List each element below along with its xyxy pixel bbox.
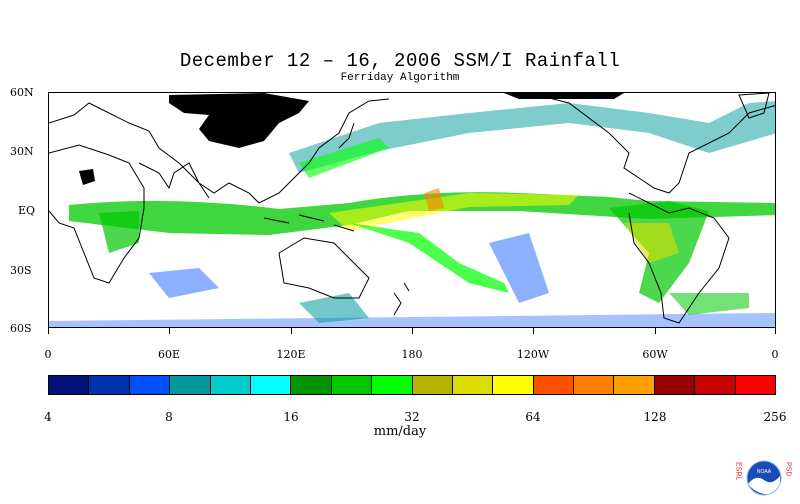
lon-tick-180	[412, 328, 413, 334]
rainfall-map	[48, 92, 776, 328]
lon-label-120e: 120E	[276, 348, 306, 361]
colorbar-swatch	[331, 376, 373, 394]
lon-label-180: 180	[401, 348, 423, 361]
colorbar-swatch	[533, 376, 575, 394]
noaa-logo-icon: ESRL PSD NOAA	[735, 460, 792, 496]
lat-label-30n: 30N	[10, 145, 34, 158]
colorbar	[48, 375, 776, 395]
colorbar-label-8: 8	[165, 410, 173, 424]
colorbar-swatch	[695, 376, 736, 394]
colorbar-swatch	[493, 376, 534, 394]
logo-center-text: NOAA	[757, 469, 772, 475]
colorbar-swatch	[170, 376, 211, 394]
colorbar-swatch	[574, 376, 615, 394]
colorbar-swatch	[210, 376, 251, 394]
lon-label-60w: 60W	[642, 348, 668, 361]
colorbar-label-256: 256	[763, 410, 787, 424]
colorbar-swatch	[291, 376, 332, 394]
lon-tick-120w	[533, 328, 534, 334]
colorbar-swatch	[614, 376, 655, 394]
colorbar-label-128: 128	[643, 410, 667, 424]
chart-subtitle: Ferriday Algorithm	[340, 72, 460, 84]
lon-label-120w: 120W	[516, 348, 550, 361]
coastlines	[49, 93, 775, 324]
colorbar-swatch	[654, 376, 696, 394]
colorbar-label-4: 4	[44, 410, 52, 424]
colorbar-swatch	[250, 376, 292, 394]
lon-tick-0	[48, 328, 49, 334]
lat-label-30s: 30S	[10, 264, 32, 277]
rainfall-map-svg	[49, 93, 775, 327]
chart-title: December 12 – 16, 2006 SSM/I Rainfall	[179, 50, 621, 72]
logo-left-text: ESRL	[736, 462, 742, 480]
colorbar-label-32: 32	[404, 410, 420, 424]
colorbar-swatch	[49, 376, 90, 394]
lon-tick-60w	[655, 328, 656, 334]
colorbar-swatch	[412, 376, 453, 394]
logo-right-text: PSD	[785, 462, 792, 476]
colorbar-swatch	[89, 376, 130, 394]
rainfall-bands	[49, 101, 775, 327]
colorbar-swatch	[452, 376, 494, 394]
lon-tick-0-right	[775, 328, 776, 334]
noaa-logo: ESRL PSD NOAA	[735, 456, 792, 500]
colorbar-swatch	[372, 376, 413, 394]
lon-label-60e: 60E	[157, 348, 181, 361]
lon-label-0-right: 0	[771, 348, 779, 361]
colorbar-unit: mm/day	[373, 424, 427, 439]
colorbar-label-16: 16	[283, 410, 299, 424]
lat-label-60s: 60S	[10, 322, 32, 335]
colorbar-swatch	[735, 376, 776, 394]
colorbar-label-64: 64	[525, 410, 541, 424]
lat-label-eq: EQ	[18, 204, 36, 217]
lon-tick-60e	[169, 328, 170, 334]
lon-tick-120e	[291, 328, 292, 334]
colorbar-swatch	[129, 376, 171, 394]
lon-label-0: 0	[44, 348, 52, 361]
lat-label-60n: 60N	[10, 86, 34, 99]
